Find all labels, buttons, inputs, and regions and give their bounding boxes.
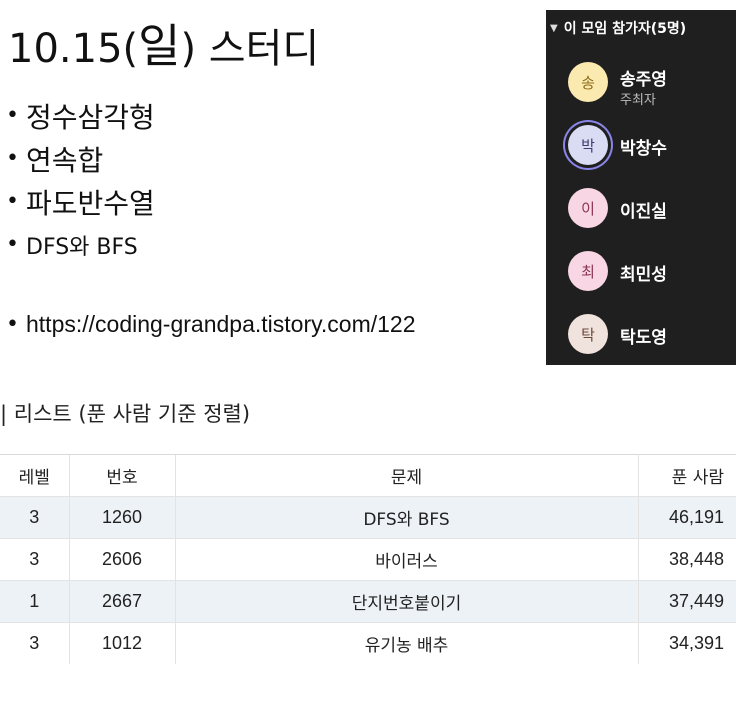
table-row[interactable]: 3 2606 바이러스 38,448	[0, 538, 736, 581]
cell-solved-count: 37,449	[638, 580, 736, 623]
participant-role: 주최자	[620, 93, 656, 108]
participant-name: 이진실	[620, 202, 667, 222]
avatar[interactable]: 박	[568, 125, 608, 165]
column-header-title[interactable]: 문제	[174, 454, 639, 497]
table-row[interactable]: 1 2667 단지번호붙이기 37,449	[0, 580, 736, 623]
avatar[interactable]: 최	[568, 251, 608, 291]
topic-item: • DFS와 BFS	[6, 223, 416, 266]
cell-solved-count: 34,391	[668, 633, 724, 653]
participant-item[interactable]: 최 최민성	[546, 246, 736, 296]
participant-item[interactable]: 박 박창수	[546, 120, 736, 170]
participant-name: 최민성	[620, 265, 667, 285]
cell-level: 1	[0, 580, 69, 623]
participant-item[interactable]: 탁 탁도영	[546, 309, 736, 359]
topic-text: 파도반수열	[26, 186, 155, 220]
table-header-row: 레벨 번호 문제 푼 사람	[0, 454, 736, 497]
topic-text: DFS와 BFS	[26, 234, 138, 260]
list-title: | 리스트 (푼 사람 기준 정렬)	[0, 402, 251, 426]
participant-name: 송주영	[620, 70, 667, 90]
column-header-solved[interactable]: 푼 사람	[638, 454, 736, 497]
cell-solved-count: 46,191	[638, 496, 736, 539]
column-header-level[interactable]: 레벨	[0, 454, 69, 497]
column-header-number[interactable]: 번호	[68, 454, 175, 497]
cell-level: 3	[0, 538, 69, 581]
topic-list: • 정수삼각형 • 연속합 • 파도반수열 • DFS와 BFS • https://co…	[6, 94, 416, 342]
title-day: 일	[138, 19, 181, 73]
participants-header-label: 이 모임 참가자(5명)	[563, 21, 687, 37]
link-item[interactable]: • https://coding-grandpa.tistory.com/122	[6, 306, 416, 342]
avatar[interactable]: 송	[568, 62, 608, 102]
title-date: 10.15(	[8, 26, 139, 72]
cell-level: 3	[0, 496, 69, 539]
cell-problem-title[interactable]: DFS와 BFS	[174, 496, 639, 539]
participants-header[interactable]: ▼ 이 모임 참가자(5명)	[550, 16, 686, 40]
title-rest: ) 스터디	[180, 26, 320, 72]
problem-table: 레벨 번호 문제 푼 사람 3 1260 DFS와 BFS 46,191 3 2…	[0, 454, 736, 664]
topic-text: 연속합	[26, 143, 104, 177]
participant-item[interactable]: 이 이진실	[546, 183, 736, 233]
bullet-dot: •	[6, 103, 19, 128]
participant-name: 박창수	[620, 139, 667, 159]
table-row[interactable]: 3 1260 DFS와 BFS 46,191	[0, 496, 736, 539]
cell-number: 1012	[68, 622, 175, 664]
table-row[interactable]: 3 1012 유기농 배추 34,391	[0, 622, 736, 664]
avatar[interactable]: 탁	[568, 314, 608, 354]
cell-problem-title[interactable]: 바이러스	[174, 538, 639, 581]
cell-number: 1260	[68, 496, 175, 539]
bullet-dot: •	[6, 146, 19, 171]
caret-down-icon[interactable]: ▼	[550, 22, 558, 34]
topic-item: • 파도반수열	[6, 180, 416, 223]
study-link[interactable]: https://coding-grandpa.tistory.com/122	[26, 310, 416, 337]
cell-solved-count: 38,448	[638, 538, 736, 581]
topic-item: • 연속합	[6, 137, 416, 180]
cell-number: 2667	[68, 580, 175, 623]
topic-text: 정수삼각형	[26, 100, 155, 134]
cell-problem-title[interactable]: 단지번호붙이기	[174, 580, 639, 623]
bullet-dot: •	[6, 311, 19, 337]
bullet-dot: •	[6, 232, 19, 257]
bullet-dot: •	[6, 189, 19, 214]
slide-title: 10.15(일) 스터디	[8, 18, 319, 77]
cell-number: 2606	[68, 538, 175, 581]
cell-level: 3	[29, 633, 40, 653]
cell-problem-title[interactable]: 유기농 배추	[174, 622, 639, 664]
participant-name: 탁도영	[620, 328, 667, 348]
avatar[interactable]: 이	[568, 188, 608, 228]
topic-item: • 정수삼각형	[6, 94, 416, 137]
